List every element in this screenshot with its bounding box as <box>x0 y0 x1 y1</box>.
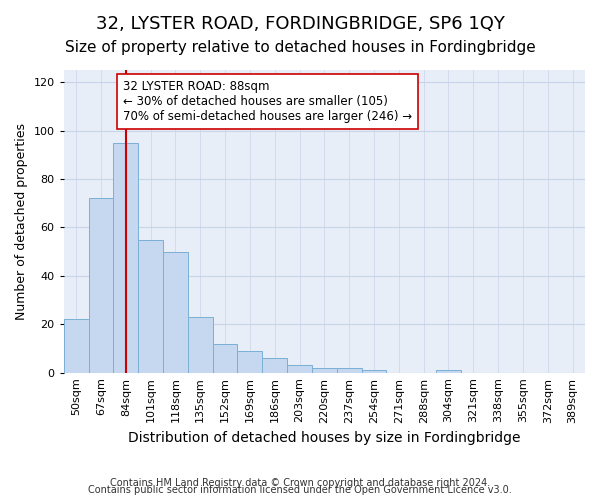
Bar <box>312 368 337 372</box>
Text: 32, LYSTER ROAD, FORDINGBRIDGE, SP6 1QY: 32, LYSTER ROAD, FORDINGBRIDGE, SP6 1QY <box>95 15 505 33</box>
Bar <box>436 370 461 372</box>
Text: Size of property relative to detached houses in Fordingbridge: Size of property relative to detached ho… <box>65 40 535 55</box>
Bar <box>113 142 138 372</box>
Y-axis label: Number of detached properties: Number of detached properties <box>15 123 28 320</box>
Bar <box>212 344 238 372</box>
Bar <box>64 320 89 372</box>
Text: Contains HM Land Registry data © Crown copyright and database right 2024.: Contains HM Land Registry data © Crown c… <box>110 478 490 488</box>
Bar <box>188 317 212 372</box>
Bar <box>163 252 188 372</box>
Bar <box>287 366 312 372</box>
Bar <box>138 240 163 372</box>
Bar <box>238 351 262 372</box>
Bar <box>262 358 287 372</box>
Text: 32 LYSTER ROAD: 88sqm
← 30% of detached houses are smaller (105)
70% of semi-det: 32 LYSTER ROAD: 88sqm ← 30% of detached … <box>123 80 412 122</box>
Bar <box>89 198 113 372</box>
X-axis label: Distribution of detached houses by size in Fordingbridge: Distribution of detached houses by size … <box>128 431 521 445</box>
Bar <box>337 368 362 372</box>
Text: Contains public sector information licensed under the Open Government Licence v3: Contains public sector information licen… <box>88 485 512 495</box>
Bar <box>362 370 386 372</box>
